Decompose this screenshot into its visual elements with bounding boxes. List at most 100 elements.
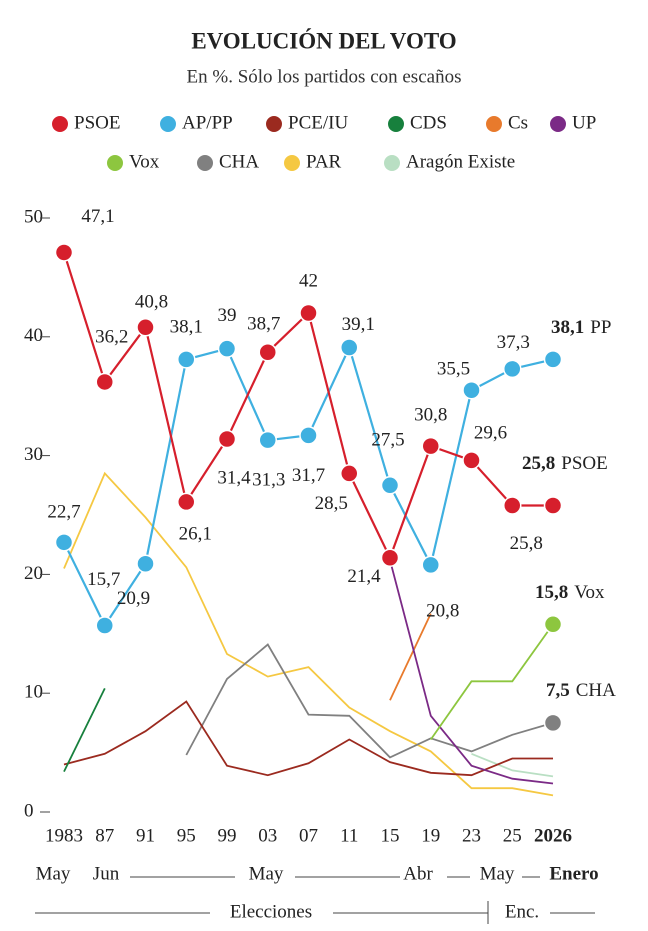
legend-label: UP: [572, 112, 596, 133]
value-label: 29,6: [474, 423, 507, 444]
period-label: May: [249, 863, 284, 884]
value-label: 25,8: [510, 533, 543, 554]
data-point: [543, 496, 563, 515]
period-label: Jun: [93, 863, 120, 884]
legend-label: PSOE: [74, 112, 120, 133]
y-tick-label: 10: [24, 682, 43, 703]
series-line: [63, 700, 553, 777]
x-tick-label: 99: [218, 825, 237, 846]
end-name: PP: [590, 317, 611, 338]
legend-marker: [107, 155, 123, 171]
legend-marker: [284, 155, 300, 171]
legend-marker: [266, 116, 282, 132]
end-label: 15,8 Vox: [535, 582, 605, 603]
data-point: [299, 303, 318, 323]
series-line: [185, 643, 554, 759]
data-point: [95, 616, 114, 635]
data-point: [380, 476, 400, 495]
series-line: [63, 688, 106, 772]
x-tick-label: 87: [95, 825, 114, 846]
x-tick-label: 11: [340, 825, 358, 846]
data-point: [462, 381, 481, 400]
y-tick-label: 50: [24, 206, 43, 227]
data-point: [421, 436, 440, 456]
data-point: [95, 372, 114, 392]
series-line: [63, 471, 554, 797]
end-label: 38,1 PP: [551, 317, 611, 338]
value-label: 40,8: [135, 292, 168, 313]
legend-label: Vox: [129, 151, 160, 172]
x-tick-label: 91: [136, 825, 155, 846]
end-value: 7,5: [546, 680, 570, 701]
x-tick-label: 15: [381, 825, 400, 846]
legend-label: PCE/IU: [288, 112, 348, 133]
data-point: [217, 339, 237, 358]
x-tick-label: 2026: [534, 825, 572, 846]
data-point: [136, 554, 155, 573]
x-tick-label: 07: [299, 825, 318, 846]
value-label: 39: [218, 305, 237, 326]
value-label: 38,1: [170, 317, 203, 338]
data-point: [177, 492, 196, 512]
legend-marker: [384, 155, 400, 171]
value-label: 35,5: [437, 359, 470, 380]
end-label: 25,8 PSOE: [522, 453, 608, 474]
legend-label: Cs: [508, 112, 528, 133]
x-tick-label: 19: [421, 825, 440, 846]
chart-title: EVOLUCIÓN DEL VOTO: [191, 27, 456, 53]
data-point: [340, 338, 359, 357]
data-point: [217, 429, 237, 449]
data-point: [258, 342, 277, 362]
legend-label: CDS: [410, 112, 447, 133]
value-label: 30,8: [414, 404, 447, 425]
value-label: 31,3: [252, 470, 285, 491]
chart-subtitle: En %. Sólo los partidos con escaños: [187, 66, 462, 87]
data-point: [421, 555, 440, 575]
value-label: 31,7: [292, 465, 325, 486]
period-label: Abr: [403, 863, 433, 884]
legend-marker: [388, 116, 404, 132]
y-tick-label: 20: [24, 563, 43, 584]
data-point: [299, 426, 318, 445]
period-label: May: [36, 863, 71, 884]
legend-label: CHA: [219, 151, 259, 172]
data-point: [136, 318, 155, 337]
value-label: 27,5: [371, 430, 404, 451]
end-value: 15,8: [535, 582, 568, 603]
y-tick-label: 30: [24, 444, 43, 465]
legend-label: AP/PP: [182, 112, 233, 133]
value-label: 28,5: [315, 493, 348, 514]
period-label: Enero: [549, 863, 598, 884]
legend-label: Aragón Existe: [406, 151, 515, 172]
series-line: [389, 559, 554, 785]
data-point: [503, 359, 522, 379]
data-point: [258, 430, 277, 450]
data-point: [462, 451, 481, 470]
value-label: 36,2: [95, 326, 128, 347]
value-label: 22,7: [47, 502, 80, 523]
data-point: [503, 496, 522, 515]
end-value: 38,1: [551, 317, 584, 338]
x-tick-label: 03: [258, 825, 277, 846]
value-label: 20,9: [117, 588, 150, 609]
value-label: 39,1: [342, 314, 375, 335]
value-label: 31,4: [217, 467, 251, 488]
data-point: [380, 548, 400, 568]
value-label: 21,4: [347, 566, 381, 587]
end-name: Vox: [574, 582, 605, 603]
legend-marker: [486, 116, 502, 132]
end-name: CHA: [576, 680, 616, 701]
value-label: 37,3: [497, 332, 530, 353]
x-tick-label: 95: [177, 825, 196, 846]
value-label: 26,1: [179, 523, 212, 544]
y-tick-label: 40: [24, 325, 43, 346]
series-line: [430, 623, 554, 741]
end-value: 25,8: [522, 453, 555, 474]
value-label: 38,7: [247, 314, 280, 335]
group-label: Enc.: [505, 901, 539, 922]
legend-marker: [52, 116, 68, 132]
end-name: PSOE: [561, 453, 607, 474]
legend-marker: [197, 155, 213, 171]
data-point: [54, 533, 74, 552]
